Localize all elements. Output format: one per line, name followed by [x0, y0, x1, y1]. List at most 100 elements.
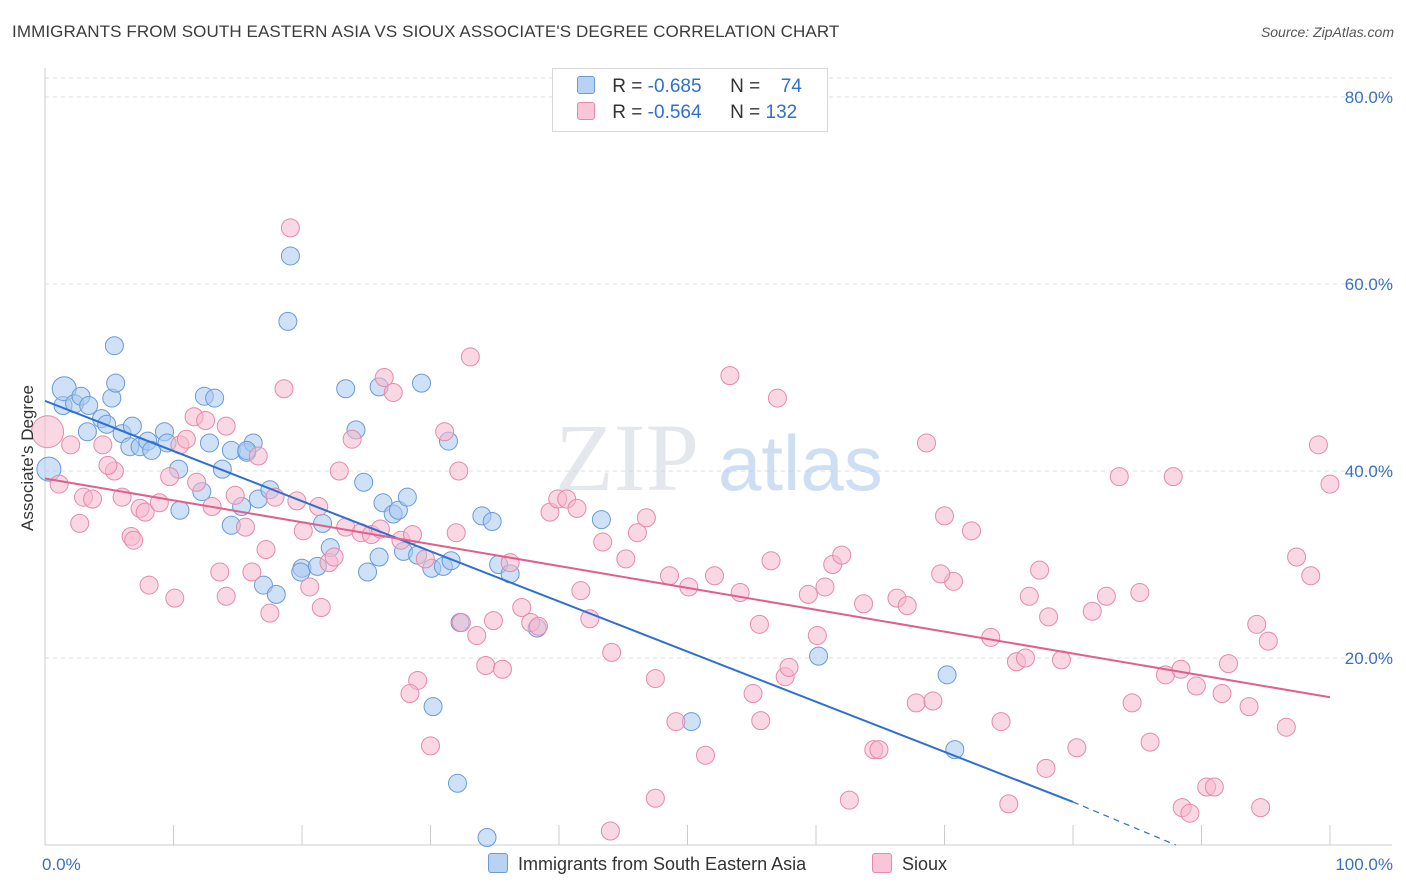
sioux-point [467, 626, 487, 646]
sioux-point [660, 566, 680, 586]
immigrants-point [79, 396, 99, 416]
sioux-point [1212, 684, 1232, 704]
immigrants-point [280, 246, 300, 266]
y-tick-label: 20.0% [1345, 649, 1393, 668]
sioux-point [897, 596, 917, 616]
sioux-point [1140, 732, 1160, 752]
sioux-point [999, 794, 1019, 814]
sioux-point [906, 693, 926, 713]
sioux-point [1204, 777, 1224, 797]
sioux-point [854, 594, 874, 614]
sioux-point [720, 366, 740, 386]
legend-r-label: R = [612, 76, 643, 97]
immigrants-point [170, 500, 190, 520]
sioux-point [1109, 467, 1129, 487]
sioux-point [1287, 547, 1307, 567]
sioux-point [1218, 654, 1238, 674]
sioux-point [446, 523, 466, 543]
immigrants-point [291, 562, 311, 582]
x-tick-label: 100.0% [1335, 855, 1393, 874]
sioux-point [235, 517, 255, 537]
sioux-point [1186, 676, 1206, 696]
bottom-legend-swatch-pink [872, 853, 892, 873]
sioux-point [602, 642, 622, 662]
watermark: ZIP atlas [555, 404, 883, 511]
sioux-point [917, 433, 937, 453]
trend-line-blue [44, 399, 1074, 803]
sioux-point [567, 498, 587, 518]
x-tick-label: 0.0% [42, 855, 81, 874]
axis-labels: 80.0% 60.0% 40.0% 20.0% 0.0% 100.0% Associate'… [18, 88, 1393, 874]
immigrants-point [388, 500, 408, 520]
immigrants-point [447, 773, 467, 793]
sioux-point [1180, 803, 1200, 823]
chart-title: IMMIGRANTS FROM SOUTH EASTERN ASIA VS SI… [12, 22, 840, 41]
y-tick-label: 80.0% [1345, 88, 1393, 107]
immigrants-point [266, 584, 286, 604]
immigrants-point [482, 511, 502, 531]
sioux-point [616, 549, 636, 569]
immigrants-point [809, 646, 829, 666]
sioux-point [1301, 566, 1321, 586]
sioux-point [767, 388, 787, 408]
immigrants-point [313, 513, 333, 533]
immigrants-point [354, 472, 374, 492]
sioux-point [761, 551, 781, 571]
y-axis-title: Associate's Degree [18, 385, 37, 531]
sioux-point [923, 691, 943, 711]
sioux-point [636, 508, 656, 528]
sioux-point [1030, 560, 1050, 580]
immigrants-point [423, 697, 443, 717]
series-blue-points [36, 246, 965, 848]
sioux-point [839, 790, 859, 810]
legend-row-blue: R = -0.685 N = 74 [577, 75, 802, 99]
immigrants-point [358, 562, 378, 582]
sioux-point [216, 416, 236, 436]
sioux-point [1130, 583, 1150, 603]
legend-row-pink: R = -0.564 N = 132 [577, 101, 797, 125]
sioux-point [869, 740, 889, 760]
sioux-point [383, 382, 403, 402]
sioux-point [61, 435, 81, 455]
sioux-point [1067, 738, 1087, 758]
trend-line-blue-extension [1072, 801, 1177, 846]
trend-lines [44, 399, 1331, 846]
legend-n-label: N = [730, 76, 761, 97]
immigrants-point [36, 456, 62, 482]
sioux-point [274, 379, 294, 399]
y-tick-label: 60.0% [1345, 275, 1393, 294]
immigrants-point [369, 547, 389, 567]
sioux-point [124, 530, 144, 550]
sioux-point [374, 368, 394, 387]
sioux-point [751, 711, 771, 731]
immigrants-point [77, 422, 97, 442]
sioux-point [593, 532, 613, 552]
immigrants-point [591, 510, 611, 530]
sioux-point [1320, 474, 1340, 494]
sioux-point [1096, 586, 1116, 606]
sioux-point [31, 415, 65, 449]
bottom-legend-blue: Immigrants from South Eastern Asia [488, 852, 806, 876]
sioux-point [225, 485, 245, 505]
immigrants-point [441, 551, 461, 571]
bottom-legend-label-blue: Immigrants from South Eastern Asia [518, 854, 807, 874]
sioux-point [600, 821, 620, 841]
sioux-point [645, 788, 665, 808]
sioux-point [832, 545, 852, 565]
y-tick-label: 40.0% [1345, 462, 1393, 481]
sioux-point [627, 523, 647, 543]
sioux-point [961, 521, 981, 541]
immigrants-point [397, 487, 417, 507]
immigrants-point [253, 575, 273, 595]
sioux-point [807, 626, 827, 646]
sioux-point [695, 745, 715, 765]
sioux-point [98, 455, 118, 475]
sioux-point [492, 659, 512, 679]
sioux-point [1036, 758, 1056, 778]
sioux-point [324, 547, 344, 567]
sioux-point [342, 429, 362, 449]
legend-r-value-blue: -0.685 [647, 76, 702, 97]
sioux-point [160, 467, 180, 487]
series-pink-points [31, 218, 1340, 841]
sioux-point [645, 669, 665, 689]
